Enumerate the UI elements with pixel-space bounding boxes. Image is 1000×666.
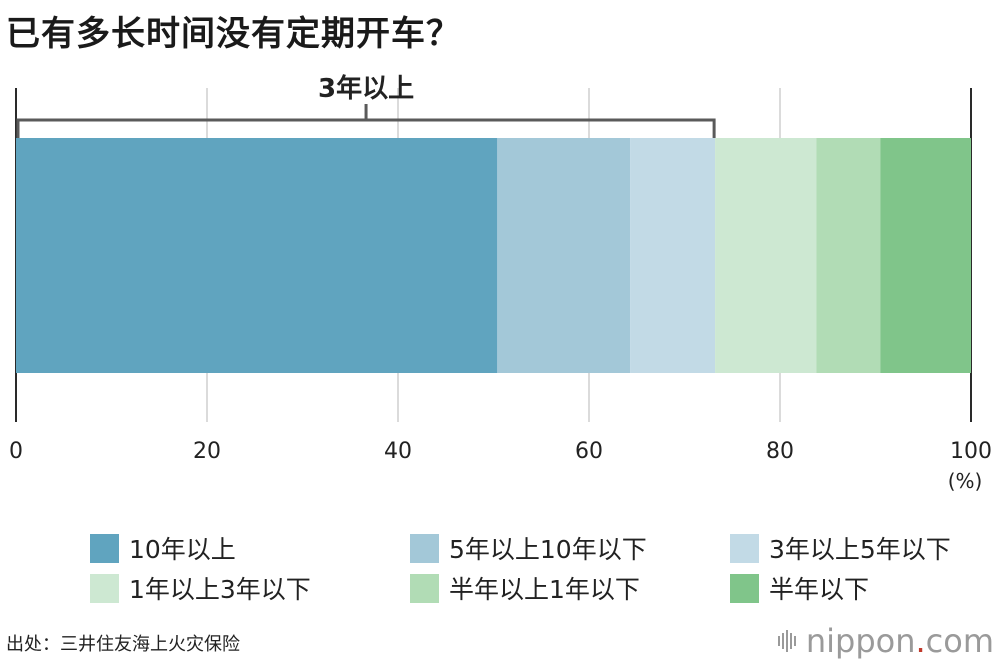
- bar-segment: [16, 138, 498, 373]
- bar-segment: [630, 138, 716, 373]
- legend-item: 5年以上10年以下: [410, 532, 647, 564]
- legend-swatch: [730, 573, 759, 603]
- legend-label: 5年以上10年以下: [449, 535, 647, 564]
- x-tick-label: 60: [575, 439, 603, 464]
- bar-segment: [497, 138, 631, 373]
- chart-axis: 0 20 40 60 80 100 (%): [9, 439, 992, 493]
- bracket-line: [16, 118, 716, 138]
- legend-swatch: [730, 533, 759, 563]
- legend-label: 半年以上1年以下: [449, 575, 640, 604]
- bar-segment: [816, 138, 881, 373]
- chart-bars: [16, 138, 971, 373]
- legend-label: 10年以上: [129, 535, 236, 564]
- bracket-label: 3年以上: [318, 73, 414, 104]
- x-tick-label: 80: [766, 439, 794, 464]
- legend-swatch: [410, 533, 439, 563]
- logo-text: nippon.com: [805, 622, 994, 660]
- legend-label: 半年以下: [769, 575, 870, 604]
- legend-item: 3年以上5年以下: [730, 532, 951, 564]
- legend-item: 10年以上: [90, 532, 236, 564]
- x-tick-label: 40: [384, 439, 412, 464]
- legend-swatch: [90, 573, 119, 603]
- bar-segment: [715, 138, 817, 373]
- legend-label: 3年以上5年以下: [769, 535, 951, 564]
- three-years-plus-bracket: 3年以上: [16, 73, 716, 138]
- stacked-bar-chart: 0 20 40 60 80 100 (%) 3年以上: [9, 73, 992, 493]
- x-axis-unit: (%): [948, 469, 983, 493]
- x-tick-label: 100: [950, 439, 992, 464]
- source-note: 出处：三井住友海上火灾保险: [6, 634, 240, 655]
- nippon-logo: nippon.com: [777, 622, 994, 660]
- legend-item: 1年以上3年以下: [90, 572, 311, 604]
- legend-swatch: [410, 573, 439, 603]
- page-title: 已有多长时间没有定期开车？: [6, 14, 461, 54]
- legend-label: 1年以上3年以下: [129, 575, 311, 604]
- x-tick-label: 0: [9, 439, 23, 464]
- legend-item: 半年以上1年以下: [410, 572, 640, 604]
- legend-swatch: [90, 533, 119, 563]
- legend-item: 半年以下: [730, 572, 869, 604]
- x-tick-label: 20: [193, 439, 221, 464]
- logo-bars-icon: [777, 630, 798, 652]
- bar-segment: [880, 138, 971, 373]
